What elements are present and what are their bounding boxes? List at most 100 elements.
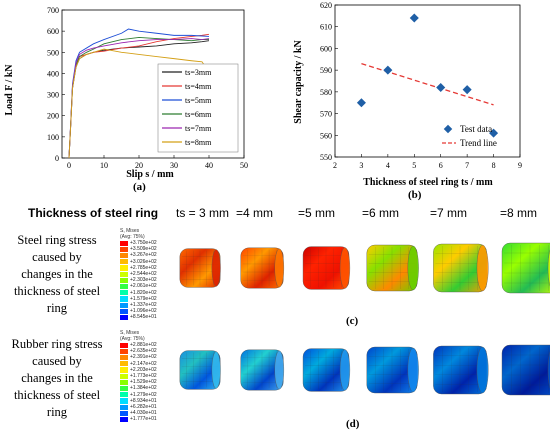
legend-color [120,246,128,252]
legend-color [120,373,128,379]
legend-color [120,277,128,283]
ring [433,243,489,293]
legend-value: +1.773e+02 [130,373,157,380]
y-tick-label: 300 [47,91,59,100]
trend-line [361,63,494,106]
legend-color [120,342,128,348]
legend-row: +1.529e+02 [120,379,170,385]
x-tick-label: 5 [412,161,416,170]
legend-color [120,308,128,314]
legend-subtitle: (Avg: 75%) [120,336,145,342]
legend-label: Test data [460,124,492,134]
x-tick-label: 9 [518,161,522,170]
y-tick-label: 580 [320,88,332,97]
legend-label: ts=6mm [185,110,212,119]
legend-value: +3.750e+02 [130,240,157,246]
rubber-rings [179,344,550,396]
ring [302,348,351,392]
x-tick-label: 40 [205,161,213,170]
y-tick-label: 600 [320,44,332,53]
ring-end [339,349,351,391]
legend-color [120,296,128,302]
legend-color [120,404,128,410]
ring [366,244,419,292]
legend-label: Trend line [460,138,497,148]
y-tick-label: 620 [320,1,332,10]
chart-a-xlabel: Slip s / mm [126,169,174,180]
legend-row: +1.279e+02 [120,392,170,398]
panel-label-c: (c) [346,315,359,327]
ring [501,242,550,294]
ring-end [407,347,419,393]
row-label-line: caused by [32,354,82,368]
legend-value: +6.282e+01 [130,404,157,411]
legend-row: +3.026e+02 [120,259,170,265]
ring [179,350,221,390]
ring-end [476,346,489,394]
legend-row: +1.579e+02 [120,296,170,302]
legend-subtitle: (Avg: 75%) [120,234,145,240]
legend-row: +2.303e+02 [120,277,170,283]
row2-label: Rubber ring stress caused by changes in th… [2,336,112,421]
legend-color [120,410,128,416]
ring-end [274,248,285,288]
y-tick-label: 610 [320,23,332,32]
legend-value: +3.267e+02 [130,252,157,259]
x-tick-label: 50 [240,161,248,170]
legend-label: ts=3mm [185,68,212,77]
chart-b: 550 560 570 580 590 600 610 620 2 3 4 5 6 7 8 9 Test da… [293,1,522,188]
data-point [462,85,472,95]
row-label-line: ring [46,405,68,419]
data-point [356,98,366,108]
legend-value: +1.579e+02 [130,295,157,302]
legend-value: +2.303e+02 [130,277,157,284]
legend-row: +2.785e+02 [120,265,170,271]
x-tick-label: 20 [135,161,143,170]
legend-value: +2.203e+02 [130,366,157,373]
thickness-label: =7 mm [430,206,468,220]
legend-value: +2.881e+02 [130,342,157,348]
data-point [489,128,499,138]
legend-row: +4.030e+01 [120,410,170,416]
legend-box [157,63,239,153]
row-label-line: Rubber ring stress [11,337,103,351]
ring-end [476,244,489,292]
x-tick-label: 7 [465,161,469,170]
ring [240,349,285,391]
legend-row: +1.820e+02 [120,290,170,296]
legend-color [120,240,128,246]
ring-end [211,249,221,287]
legend-row: +1.773e+02 [120,373,170,379]
legend-rubber: S, Mises (Avg: 75%) +2.881e+02 +2.635e+02 +2… [120,330,170,422]
x-tick-label: 4 [386,161,390,170]
legend-row: +3.267e+02 [120,252,170,258]
legend-row: +2.544e+02 [120,271,170,277]
chart-a-ylabel: Load F / kN [4,64,15,116]
data-point [383,65,393,75]
ring [302,246,351,290]
data-point [409,13,419,23]
y-tick-label: 200 [47,112,59,121]
legend-value: +1.279e+02 [130,391,157,398]
y-tick-label: 570 [320,110,332,119]
legend-value: +3.509e+02 [130,246,157,253]
chart-b-xlabel: Thickness of steel ring ts / mm [363,177,493,188]
legend-color [120,314,128,321]
legend-row: +1.384e+02 [120,385,170,391]
steel-rings [179,242,550,294]
legend-value: +1.096e+02 [130,308,157,315]
legend-value: +8.934e+01 [130,397,157,404]
legend-color [120,398,128,404]
legend-row: +8.934e+01 [120,398,170,404]
row-label-line: changes in the [21,267,93,281]
legend-value: +1.777e+01 [130,416,157,423]
ring-body [501,242,550,294]
legend-row: +2.203e+02 [120,367,170,373]
row-label-line: thickness of steel [13,284,101,298]
ring-end [211,351,221,389]
legend-value: +2.147e+02 [130,360,157,367]
thickness-label: =6 mm [362,206,400,220]
x-tick-label: 0 [67,161,71,170]
row-label-line: caused by [32,250,82,264]
legend-steel: S, Mises (Avg: 75%) +3.750e+02 +3.509e+02 +3… [120,228,170,320]
